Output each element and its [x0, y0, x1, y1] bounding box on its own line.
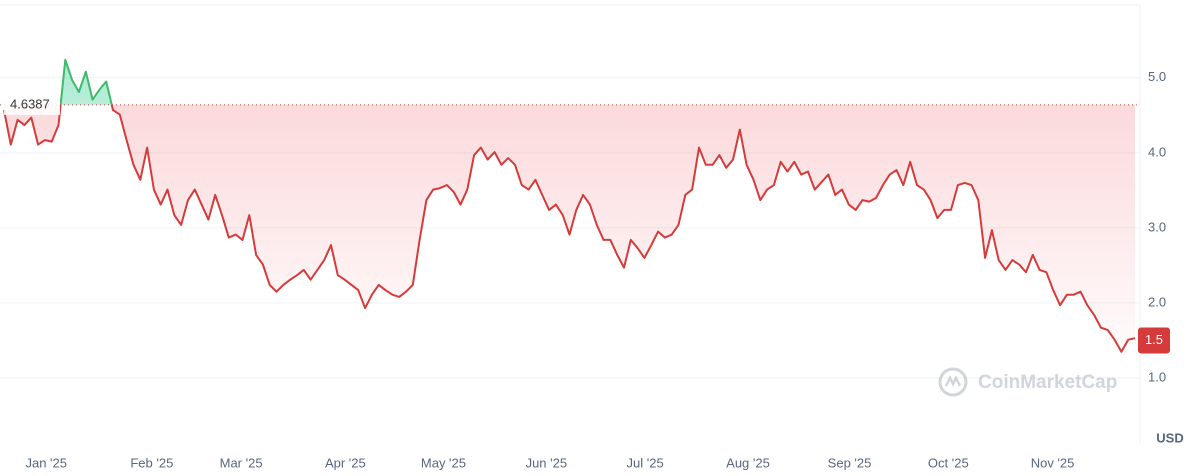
x-tick-label: Jun '25	[526, 455, 568, 470]
reference-label: 4.6387	[10, 96, 50, 111]
watermark: CoinMarketCap	[938, 367, 1117, 397]
x-tick-label: Mar '25	[220, 455, 263, 470]
y-tick-label: 2.0	[1148, 294, 1166, 309]
price-line-down	[3, 104, 1136, 353]
x-tick-label: Apr '25	[325, 455, 366, 470]
current-price-bg	[1138, 327, 1170, 354]
x-tick-label: Jul '25	[627, 455, 664, 470]
currency-label: USD	[1156, 430, 1183, 445]
reference-label-bg	[4, 94, 60, 115]
current-price-label: 1.5	[1145, 332, 1163, 347]
y-tick-label: 4.0	[1148, 144, 1166, 159]
area-below	[4, 104, 1135, 352]
x-tick-label: Aug '25	[726, 455, 770, 470]
y-tick-label: 3.0	[1148, 219, 1166, 234]
y-tick-label: 5.0	[1148, 69, 1166, 84]
x-tick-label: Feb '25	[130, 455, 173, 470]
x-tick-label: Jan '25	[25, 455, 67, 470]
x-tick-label: Sep '25	[828, 455, 872, 470]
x-tick-label: May '25	[421, 455, 466, 470]
y-tick-label: 1.0	[1148, 369, 1166, 384]
x-tick-label: Nov '25	[1031, 455, 1075, 470]
x-tick-label: Oct '25	[928, 455, 969, 470]
watermark-text: CoinMarketCap	[978, 372, 1117, 393]
